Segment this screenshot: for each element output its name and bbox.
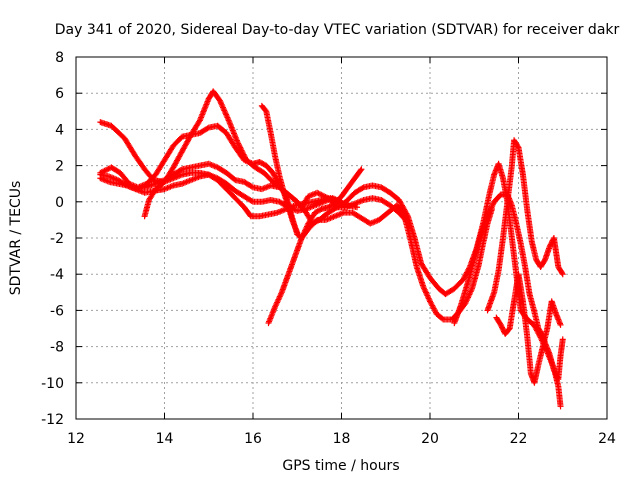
data-point	[332, 205, 339, 212]
y-tick-label: 0	[55, 195, 64, 211]
data-point	[196, 118, 203, 125]
data-point	[204, 125, 211, 132]
x-tick-label: 20	[421, 431, 439, 447]
x-tick-label: 18	[333, 431, 351, 447]
data-point	[315, 190, 322, 197]
data-point	[235, 140, 242, 147]
y-tick-label: -4	[50, 267, 64, 283]
y-tick-label: -12	[41, 412, 64, 428]
data-point	[248, 198, 255, 205]
series-track-6	[258, 102, 301, 236]
y-tick-label: -10	[41, 376, 64, 392]
series-track-7	[265, 166, 365, 327]
y-tick-label: 8	[55, 50, 64, 66]
y-tick-label: -2	[50, 231, 64, 247]
y-tick-label: 6	[55, 86, 64, 102]
data-point	[102, 167, 109, 174]
data-point	[559, 271, 566, 278]
data-point	[262, 107, 269, 114]
data-point	[359, 185, 366, 192]
y-tick-label: 4	[55, 122, 64, 138]
data-point	[357, 167, 364, 174]
series-track-10	[493, 271, 564, 386]
x-axis-label: GPS time / hours	[282, 458, 399, 474]
data-point	[234, 139, 241, 146]
data-point	[353, 204, 360, 211]
series-track-2	[97, 122, 495, 323]
data-point	[559, 336, 566, 343]
data-point	[104, 166, 111, 173]
y-tick-label: 2	[55, 159, 64, 175]
data-point	[557, 321, 564, 328]
data-point	[559, 269, 566, 276]
data-point	[235, 141, 242, 148]
x-tick-label: 22	[510, 431, 528, 447]
x-tick-label: 24	[598, 431, 616, 447]
data-point	[317, 206, 324, 213]
data-point	[402, 216, 409, 223]
data-point	[177, 166, 184, 173]
data-point	[316, 191, 323, 198]
y-tick-label: -8	[50, 340, 64, 356]
data-point	[557, 403, 564, 410]
data-point	[358, 166, 365, 173]
x-tick-label: 16	[244, 431, 262, 447]
data-point	[318, 191, 325, 198]
series-track-1	[97, 88, 564, 410]
data-point	[541, 257, 548, 264]
data-point	[248, 183, 255, 190]
data-point	[314, 189, 321, 196]
data-point	[122, 181, 129, 188]
plot-frame	[75, 56, 608, 420]
y-tick-label: -6	[50, 303, 64, 319]
data-point	[514, 143, 521, 150]
x-tick-label: 14	[156, 431, 174, 447]
chart-title: Day 341 of 2020, Sidereal Day-to-day VTE…	[55, 22, 620, 38]
series-track-8	[451, 191, 566, 383]
x-tick-label: 12	[67, 431, 85, 447]
series-track-9	[484, 137, 566, 314]
data-series	[97, 88, 566, 410]
data-point	[236, 143, 243, 150]
data-point	[401, 215, 408, 222]
y-axis-label: SDTVAR / TECUs	[8, 181, 24, 296]
data-point	[294, 229, 301, 236]
